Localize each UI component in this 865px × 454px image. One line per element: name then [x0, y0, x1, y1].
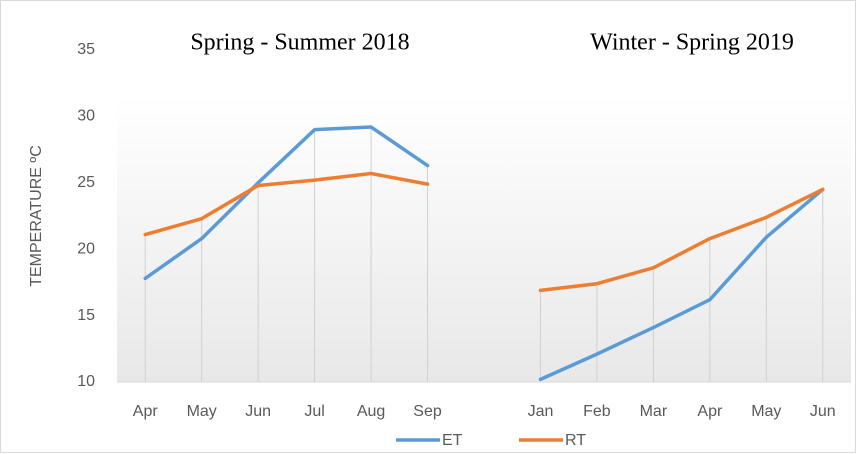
x-tick-label: Jan: [528, 403, 554, 420]
y-tick-label: 10: [77, 373, 95, 390]
x-tick-label: Jun: [245, 403, 271, 420]
x-tick-label: Apr: [697, 403, 723, 420]
x-tick-label: Mar: [640, 403, 668, 420]
y-tick-label: 20: [77, 240, 95, 257]
x-tick-label: May: [751, 403, 781, 420]
y-tick-label: 15: [77, 307, 95, 324]
x-tick-label: Aug: [357, 403, 385, 420]
y-tick-label: 35: [77, 41, 95, 58]
x-tick-label: May: [187, 403, 217, 420]
plot-background: [117, 95, 851, 382]
legend-label: ET: [442, 432, 463, 449]
x-tick-label: Jul: [304, 403, 324, 420]
line-series: [143, 171, 825, 293]
x-tick-label: Sep: [413, 403, 442, 420]
annotation: Spring - Summer 2018: [190, 30, 409, 56]
y-tick-label: 30: [77, 108, 95, 125]
line-series: [143, 125, 825, 382]
x-tick-label: Apr: [133, 403, 159, 420]
y-axis-title: TEMPERATURE ºC: [28, 145, 45, 287]
legend-label: RT: [565, 432, 586, 449]
x-tick-label: Feb: [583, 403, 611, 420]
annotation: Winter - Spring 2019: [590, 30, 794, 56]
y-tick-label: 25: [77, 174, 95, 191]
x-tick-label: Jun: [810, 403, 836, 420]
